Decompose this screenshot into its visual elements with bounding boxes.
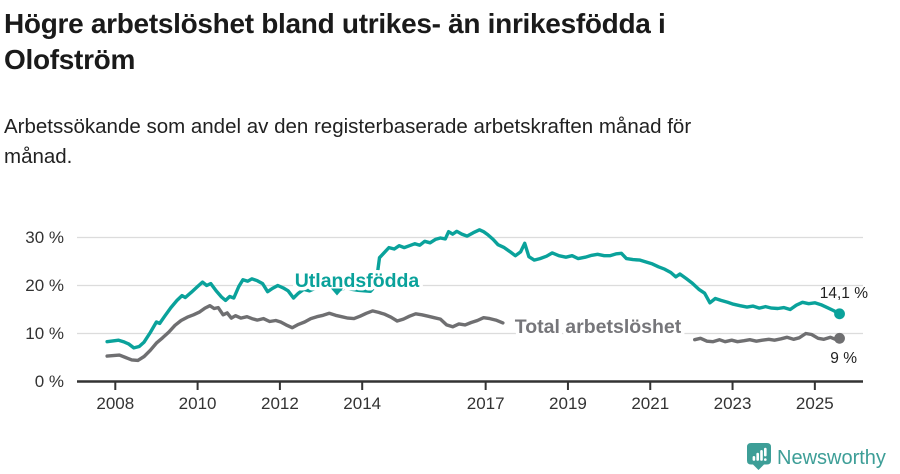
- series-line: [105, 228, 842, 350]
- subtitle-line-1: Arbetssökande som andel av den registerb…: [4, 115, 692, 138]
- chart-subtitle: Arbetssökande som andel av den registerb…: [4, 112, 691, 172]
- series-label: Utlandsfödda: [295, 270, 420, 292]
- y-tick-label: 0 %: [35, 372, 64, 391]
- series-end-value: 9 %: [830, 350, 857, 367]
- newsworthy-brand-text: Newsworthy: [777, 447, 886, 469]
- y-gridlines: [77, 236, 863, 335]
- y-tick-label: 20 %: [25, 276, 64, 295]
- x-tick-label: 2008: [96, 394, 134, 413]
- title-line-1: Högre arbetslöshet bland utrikes- än inr…: [4, 8, 666, 39]
- series-end-value: 14,1 %: [820, 285, 868, 302]
- y-tick-label: 30 %: [25, 228, 64, 247]
- page-title: Högre arbetslöshet bland utrikes- än inr…: [4, 6, 666, 78]
- x-tick-label: 2010: [179, 394, 217, 413]
- series-label: Total arbetslöshet: [515, 316, 682, 338]
- x-tick-label: 2023: [714, 394, 752, 413]
- newsworthy-logo: Newsworthy: [747, 443, 886, 470]
- data-series: [105, 228, 845, 363]
- x-tick-label: 2019: [549, 394, 587, 413]
- subtitle-line-2: månad.: [4, 145, 73, 168]
- x-tick-label: 2014: [343, 394, 381, 413]
- series-end-dot: [834, 332, 845, 344]
- x-tick-label: 2021: [631, 394, 669, 413]
- y-tick-label: 10 %: [25, 324, 64, 343]
- x-tick-label: 2025: [796, 394, 834, 413]
- y-axis-labels: 0 % 10 % 20 % 30 %: [25, 228, 64, 391]
- pin-bar-chart-icon: [752, 447, 767, 461]
- series-line: [105, 304, 505, 363]
- series-end-dot: [834, 308, 845, 320]
- series-line: [693, 331, 842, 344]
- x-tick-label: 2012: [261, 394, 299, 413]
- title-line-2: Olofström: [4, 44, 136, 75]
- annotations: Utlandsfödda 14,1 % Total arbetslöshet 9 %: [291, 267, 868, 368]
- x-axis: 2008 2010 2012 2014 2017 2019 2021 2023 2025: [77, 380, 863, 413]
- label-pointer-arrow-icon: [331, 288, 343, 296]
- x-tick-label: 2017: [467, 394, 505, 413]
